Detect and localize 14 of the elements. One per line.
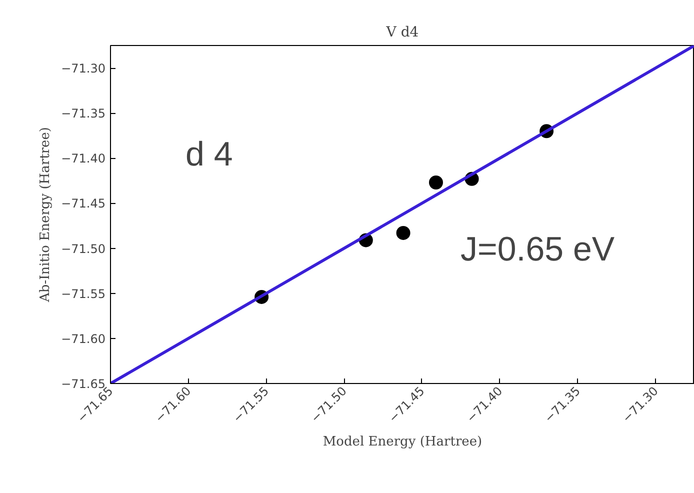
y-tick-label: −71.50 xyxy=(61,242,106,256)
y-axis-title: Ab-Initio Energy (Hartree) xyxy=(38,127,54,303)
point xyxy=(428,176,443,190)
annotation: d 4 xyxy=(186,136,233,174)
point xyxy=(396,226,410,240)
chart-title: V d4 xyxy=(385,24,419,40)
y-tick-label: −71.40 xyxy=(61,152,106,166)
y-tick-label: −71.35 xyxy=(61,106,106,121)
x-axis-title: Model Energy (Hartree) xyxy=(322,434,482,450)
y-tick-label: −71.45 xyxy=(61,196,106,211)
annotation: J=0.65 eV xyxy=(460,230,615,268)
y-tick-label: −71.30 xyxy=(61,62,106,76)
y-tick-label: −71.60 xyxy=(61,332,106,346)
y-tick-label: −71.55 xyxy=(61,286,106,301)
